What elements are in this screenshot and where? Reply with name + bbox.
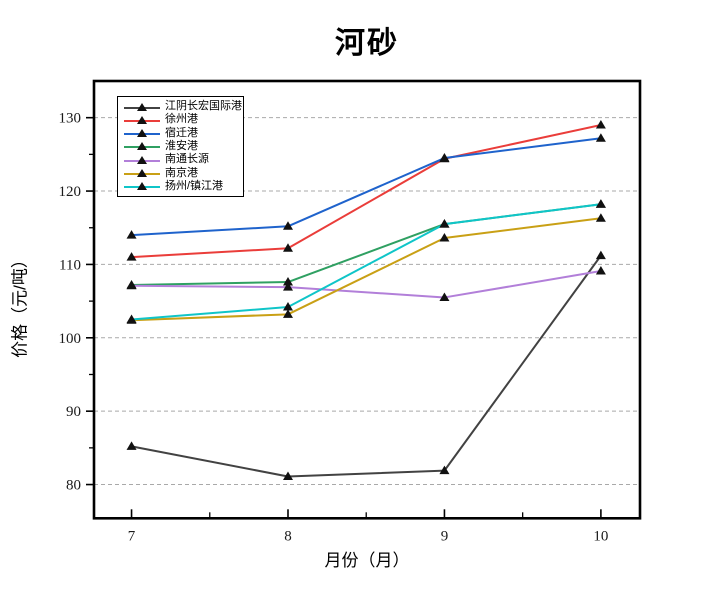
data-point-marker (439, 233, 450, 242)
data-point-marker (282, 309, 293, 318)
triangle-marker-icon (137, 155, 147, 164)
chart-title: 河砂 (335, 27, 399, 60)
data-point-marker (126, 314, 137, 323)
y-tick-label: 110 (59, 257, 81, 273)
series-lines (126, 120, 606, 480)
legend-item: 宿迁港 (123, 127, 239, 140)
y-tick-label: 90 (66, 404, 81, 420)
legend-label: 宿迁港 (165, 126, 198, 139)
series-line (131, 203, 602, 286)
legend-item: 淮安港 (123, 140, 239, 153)
data-point-marker (439, 292, 450, 301)
series-line (131, 217, 602, 322)
data-point-marker (595, 266, 606, 275)
legend-line-sample (124, 182, 160, 191)
x-axis-title: 月份（月） (324, 551, 410, 570)
data-point-marker (595, 250, 606, 260)
data-point-marker (595, 120, 606, 129)
plot-frame (92, 79, 642, 520)
data-point-marker (282, 301, 293, 311)
legend: 江阴长宏国际港 徐州港 宿迁港 淮安港 南通长源 南京港 扬州/镇江港 (117, 96, 244, 197)
x-tick-label: 8 (284, 528, 292, 544)
data-point-marker (282, 277, 293, 286)
axis-ticks: 80 90 100 110 120 130 7 8 9 10 (59, 111, 609, 545)
data-point-marker (282, 221, 293, 230)
data-point-marker (439, 219, 450, 228)
data-point-marker (595, 133, 606, 142)
x-tick-label: 10 (593, 528, 608, 544)
series-line (131, 270, 602, 299)
data-point-marker (126, 441, 137, 450)
legend-label: 江阴长宏国际港 (165, 100, 242, 112)
legend-line-sample (124, 142, 160, 151)
triangle-marker-icon (137, 129, 147, 138)
legend-line-sample (124, 129, 160, 138)
x-tick-label: 9 (441, 528, 449, 544)
legend-item: 徐州港 (123, 113, 239, 126)
series-line (131, 137, 602, 237)
triangle-marker-icon (137, 102, 147, 111)
legend-label: 淮安港 (165, 139, 198, 152)
data-point-marker (126, 230, 137, 239)
data-point-marker (595, 199, 606, 208)
data-point-marker (595, 213, 606, 222)
legend-item: 江阴长宏国际港 (123, 100, 242, 113)
y-axis-title: 价格（元/吨） (10, 251, 30, 358)
legend-label: 徐州港 (165, 113, 198, 126)
y-tick-label: 100 (59, 331, 82, 347)
legend-line-sample (124, 169, 160, 178)
legend-label: 扬州/镇江港 (165, 179, 224, 192)
data-point-marker (126, 280, 137, 290)
series-line (131, 255, 602, 478)
x-tick-label: 7 (128, 528, 136, 544)
triangle-marker-icon (137, 142, 147, 151)
data-point-marker (282, 471, 293, 480)
data-point-marker (282, 282, 293, 291)
legend-line-sample (124, 115, 160, 124)
legend-item: 南通长源 (123, 153, 239, 166)
y-tick-label: 130 (59, 111, 82, 127)
legend-item: 南京港 (123, 167, 239, 180)
triangle-marker-icon (137, 169, 147, 178)
legend-line-sample (124, 102, 160, 111)
triangle-marker-icon (137, 115, 147, 124)
y-tick-label: 120 (59, 184, 82, 200)
data-point-marker (439, 465, 450, 475)
legend-label: 南通长源 (165, 153, 209, 166)
triangle-marker-icon (137, 182, 147, 191)
data-point-marker (282, 243, 293, 252)
data-point-marker (439, 153, 450, 162)
series-line (131, 203, 602, 321)
data-point-marker (126, 252, 137, 261)
y-tick-label: 80 (66, 478, 81, 494)
legend-label: 南京港 (165, 166, 198, 179)
legend-line-sample (124, 155, 160, 164)
legend-item: 扬州/镇江港 (123, 180, 239, 193)
series-line (131, 124, 602, 259)
